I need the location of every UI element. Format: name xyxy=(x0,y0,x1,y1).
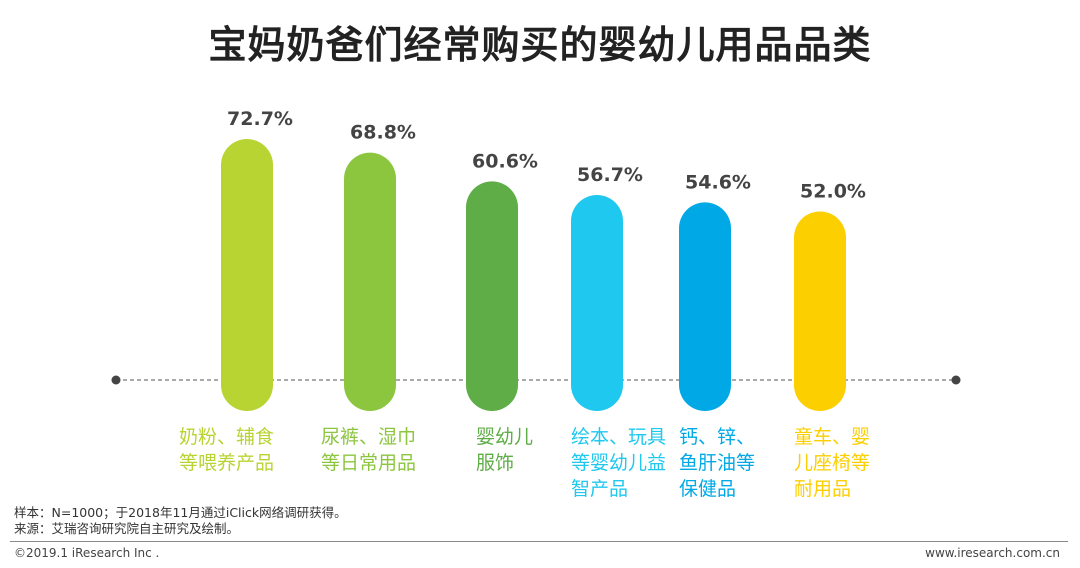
category-label-1-line-1: 奶粉、辅食 xyxy=(179,426,274,448)
axis-dot-left xyxy=(111,375,121,385)
category-label-5-line-1: 钙、锌、 xyxy=(679,426,755,448)
bar-1 xyxy=(221,139,273,411)
sample-note: 样本：N=1000；于2018年11月通过iClick网络调研获得。 xyxy=(14,505,347,520)
bar-4 xyxy=(571,195,623,411)
value-label-6: 52.0% xyxy=(800,180,866,202)
category-label-5-line-3: 保健品 xyxy=(679,478,736,500)
category-label-4-line-1: 绘本、玩具 xyxy=(571,426,666,448)
category-label-5-line-2: 鱼肝油等 xyxy=(679,452,755,474)
category-label-1-line-2: 等喂养产品 xyxy=(179,452,274,474)
website-text: www.iresearch.com.cn xyxy=(925,546,1060,560)
category-label-4-line-2: 等婴幼儿益 xyxy=(571,452,666,474)
bar-3 xyxy=(466,181,518,411)
category-label-3-line-1: 婴幼儿 xyxy=(476,426,533,448)
category-label-2-line-1: 尿裤、湿巾 xyxy=(321,426,416,448)
copyright-text: ©2019.1 iResearch Inc . xyxy=(14,546,160,560)
value-label-1: 72.7% xyxy=(227,108,293,130)
value-label-2: 68.8% xyxy=(350,122,416,144)
chart-title: 宝妈奶爸们经常购买的婴幼儿用品品类 xyxy=(208,23,872,67)
bar-5 xyxy=(679,202,731,411)
value-label-3: 60.6% xyxy=(472,150,538,172)
source-note: 来源：艾瑞咨询研究院自主研究及绘制。 xyxy=(14,521,240,536)
category-label-6-line-2: 儿座椅等 xyxy=(794,452,870,474)
category-label-4-line-3: 智产品 xyxy=(571,478,628,500)
footer-divider xyxy=(10,541,1068,542)
category-label-6-line-1: 童车、婴 xyxy=(794,426,870,448)
category-label-2-line-2: 等日常用品 xyxy=(321,452,416,474)
chart-notes: 样本：N=1000；于2018年11月通过iClick网络调研获得。 来源：艾瑞… xyxy=(14,505,347,537)
bar-6 xyxy=(794,211,846,411)
category-label-3-line-2: 服饰 xyxy=(476,452,514,474)
value-label-5: 54.6% xyxy=(685,171,751,193)
bar-2 xyxy=(344,152,396,411)
value-label-4: 56.7% xyxy=(577,164,643,186)
category-label-6-line-3: 耐用品 xyxy=(794,478,851,500)
axis-dot-right xyxy=(951,375,961,385)
